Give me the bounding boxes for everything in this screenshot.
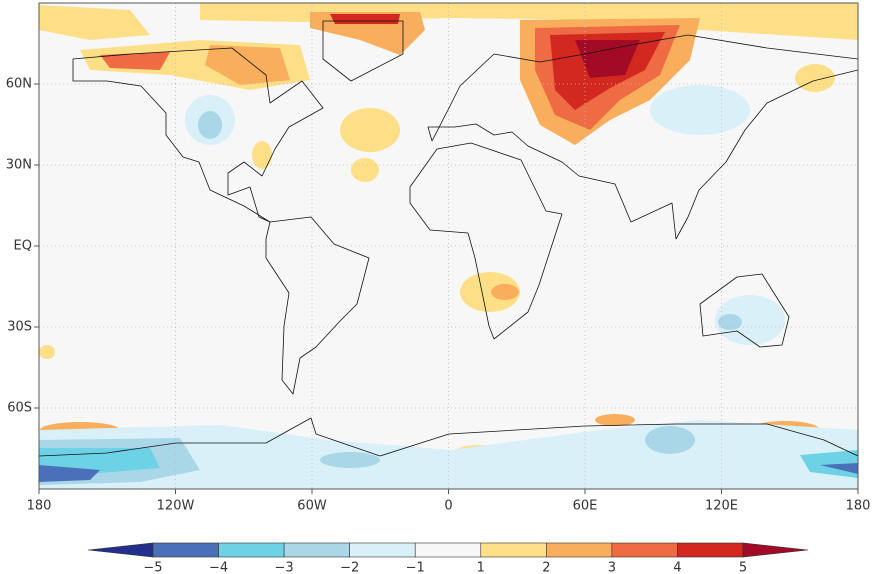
coastline <box>322 20 404 82</box>
colorbar-extend-high <box>742 542 809 558</box>
anomaly-patch <box>330 14 400 24</box>
colorbar-label: −4 <box>209 561 228 574</box>
anomaly-patch <box>340 108 400 152</box>
coastline <box>427 34 858 240</box>
x-tick-label: 180 <box>27 499 52 514</box>
anomaly-patch <box>100 52 170 70</box>
anomaly-field <box>39 3 858 489</box>
anomaly-patch <box>39 5 150 40</box>
y-tick-label: 60N <box>6 77 32 92</box>
colorbar-label: 3 <box>608 561 616 574</box>
colorbar-segment <box>414 542 482 558</box>
colorbar-segment <box>677 542 744 558</box>
anomaly-patch <box>715 295 785 345</box>
colorbar-segment <box>152 542 219 558</box>
anomaly-patch <box>795 64 835 92</box>
x-tick-label: 60W <box>297 499 327 514</box>
graticule <box>38 3 859 489</box>
x-tick-label: 120E <box>705 499 738 514</box>
colorbar-label: −2 <box>340 561 359 574</box>
coastlines <box>39 20 858 457</box>
x-tick-label: 0 <box>444 499 452 514</box>
anomaly-patch <box>800 450 858 478</box>
y-tick-label: EQ <box>14 239 32 254</box>
colorbar-label: 4 <box>673 561 681 574</box>
x-tick-label: 60E <box>573 499 598 514</box>
colorbar-segment <box>546 542 613 558</box>
anomaly-patch <box>205 45 290 85</box>
coastline <box>265 216 370 395</box>
colorbar-segment <box>218 542 285 558</box>
y-tick-label: 30N <box>6 158 32 173</box>
colorbar-segment <box>283 542 350 558</box>
colorbar-label: −1 <box>406 561 425 574</box>
anomaly-patch <box>320 452 380 468</box>
anomaly-patch <box>39 465 100 482</box>
y-tick-label: 60S <box>7 401 32 416</box>
colorbar-label: 5 <box>739 561 747 574</box>
coastline <box>699 273 790 348</box>
x-tick-label: 180 <box>846 499 871 514</box>
x-tick-label: 120W <box>157 499 195 514</box>
anomaly-patch <box>460 272 520 312</box>
anomaly-patch <box>252 141 272 169</box>
colorbar-label: −3 <box>275 561 294 574</box>
anomaly-patch <box>491 284 519 300</box>
colorbar-extend-low <box>87 542 154 558</box>
anomaly-patch <box>351 158 379 182</box>
colorbar-label: −5 <box>143 561 162 574</box>
anomaly-patch <box>198 111 222 139</box>
colorbar-label: 1 <box>477 561 485 574</box>
anomaly-patch <box>575 40 640 78</box>
coastline <box>72 47 324 223</box>
y-tick-label: 30S <box>7 320 32 335</box>
colorbar-segment <box>480 542 547 558</box>
colorbar: −5 −4 −3 −2 −1 1 2 3 4 5 <box>87 542 809 574</box>
coastline <box>409 142 563 340</box>
anomaly-patch <box>595 414 635 426</box>
anomaly-patch <box>718 314 742 330</box>
coastline <box>39 417 858 457</box>
colorbar-segment <box>349 542 416 558</box>
anomaly-patch <box>39 345 55 359</box>
colorbar-label: 2 <box>542 561 550 574</box>
anomaly-patch <box>650 85 750 135</box>
colorbar-segment <box>611 542 678 558</box>
anomaly-patch <box>645 426 695 454</box>
anomaly-patch <box>820 463 858 474</box>
